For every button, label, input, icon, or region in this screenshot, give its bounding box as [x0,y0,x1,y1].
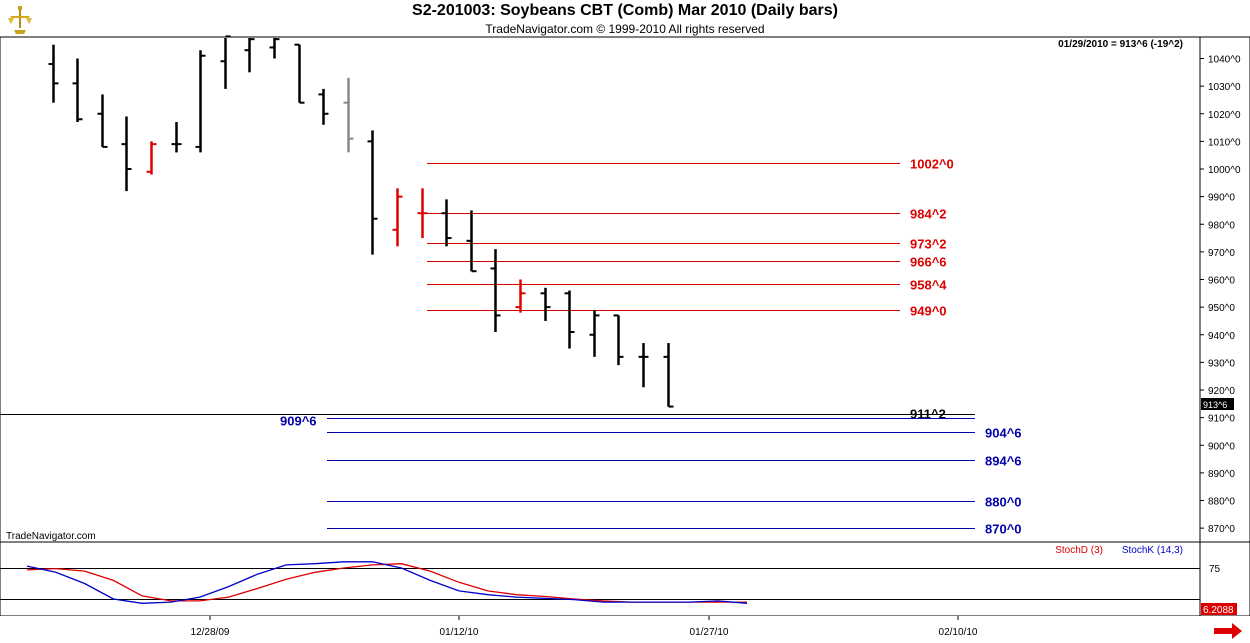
date-label: 02/10/10 [939,627,978,638]
trade-navigator-logo-icon [4,4,36,36]
level-label: 973^2 [910,237,947,252]
scroll-right-arrow-icon[interactable] [1214,623,1242,639]
stoch-k-line [26,561,748,604]
y-tick-label: 960^0 [1208,276,1235,287]
y-tick-label: 920^0 [1208,386,1235,397]
level-label: 894^6 [985,454,1022,469]
y-tick-label: 1040^0 [1208,55,1241,66]
level-label: 984^2 [910,207,947,222]
y-tick-label: 870^0 [1208,524,1235,535]
y-tick-label: 900^0 [1208,441,1235,452]
y-tick-label: 980^0 [1208,220,1235,231]
stoch-value-marker-label: 6.2088 [1203,605,1234,616]
level-label: 966^6 [910,255,947,270]
date-label: 01/27/10 [690,627,729,638]
y-tick-label: 910^0 [1208,414,1235,425]
y-tick-label: 1020^0 [1208,110,1241,121]
y-axis-ticks-group: 1040^0 1030^0 1020^0 1010^0 1000^0 990^0 980^0… [1200,55,1241,535]
level-label: 904^6 [985,426,1022,441]
date-axis [0,616,1250,643]
y-tick-label: 990^0 [1208,193,1235,204]
date-label: 12/28/09 [191,627,230,638]
level-label: 911^2 [910,407,946,422]
chart-header: S2-201003: Soybeans CBT (Comb) Mar 2010 … [0,0,1250,37]
y-tick-label: 1030^0 [1208,82,1241,93]
date-axis-labels-group: 12/28/09 01/12/10 01/27/10 02/10/10 [191,616,978,638]
current-price-marker [1201,398,1234,410]
level-label: 870^0 [985,522,1022,537]
price-bars-group [48,35,674,408]
price-panel-frame [0,36,1250,543]
level-lines-group: 1002^0 984^2 973^2 966^6 958^4 949^0 911^2 909^… [0,157,1022,537]
stoch-level-label: 75 [1209,564,1221,575]
chart-title: S2-201003: Soybeans CBT (Comb) Mar 2010 … [412,2,838,19]
y-tick-label: 970^0 [1208,248,1235,259]
current-price-marker-label: 913^6 [1203,400,1227,410]
y-tick-label: 880^0 [1208,497,1235,508]
y-tick-label: 950^0 [1208,303,1235,314]
level-label: 880^0 [985,495,1022,510]
chart-subtitle: TradeNavigator.com © 1999-2010 All right… [485,22,765,36]
level-label: 1002^0 [910,157,954,172]
stoch-k-legend: StochK (14,3) [1122,545,1183,556]
y-tick-label: 890^0 [1208,469,1235,480]
level-label: 949^0 [910,304,947,319]
y-tick-label: 1010^0 [1208,137,1241,148]
level-label: 909^6 [280,414,317,429]
y-tick-label: 1000^0 [1208,165,1241,176]
stochastic-group [0,561,1200,604]
y-tick-label: 940^0 [1208,331,1235,342]
price-info-text: 01/29/2010 = 913^6 (-19^2) [1058,39,1183,50]
stoch-d-line [26,563,747,603]
stoch-value-marker [1201,603,1237,615]
y-tick-label: 930^0 [1208,358,1235,369]
stoch-d-legend: StochD (3) [1055,545,1103,556]
date-label: 01/12/10 [440,627,479,638]
watermark-text: TradeNavigator.com [6,531,96,542]
level-label: 958^4 [910,278,947,293]
